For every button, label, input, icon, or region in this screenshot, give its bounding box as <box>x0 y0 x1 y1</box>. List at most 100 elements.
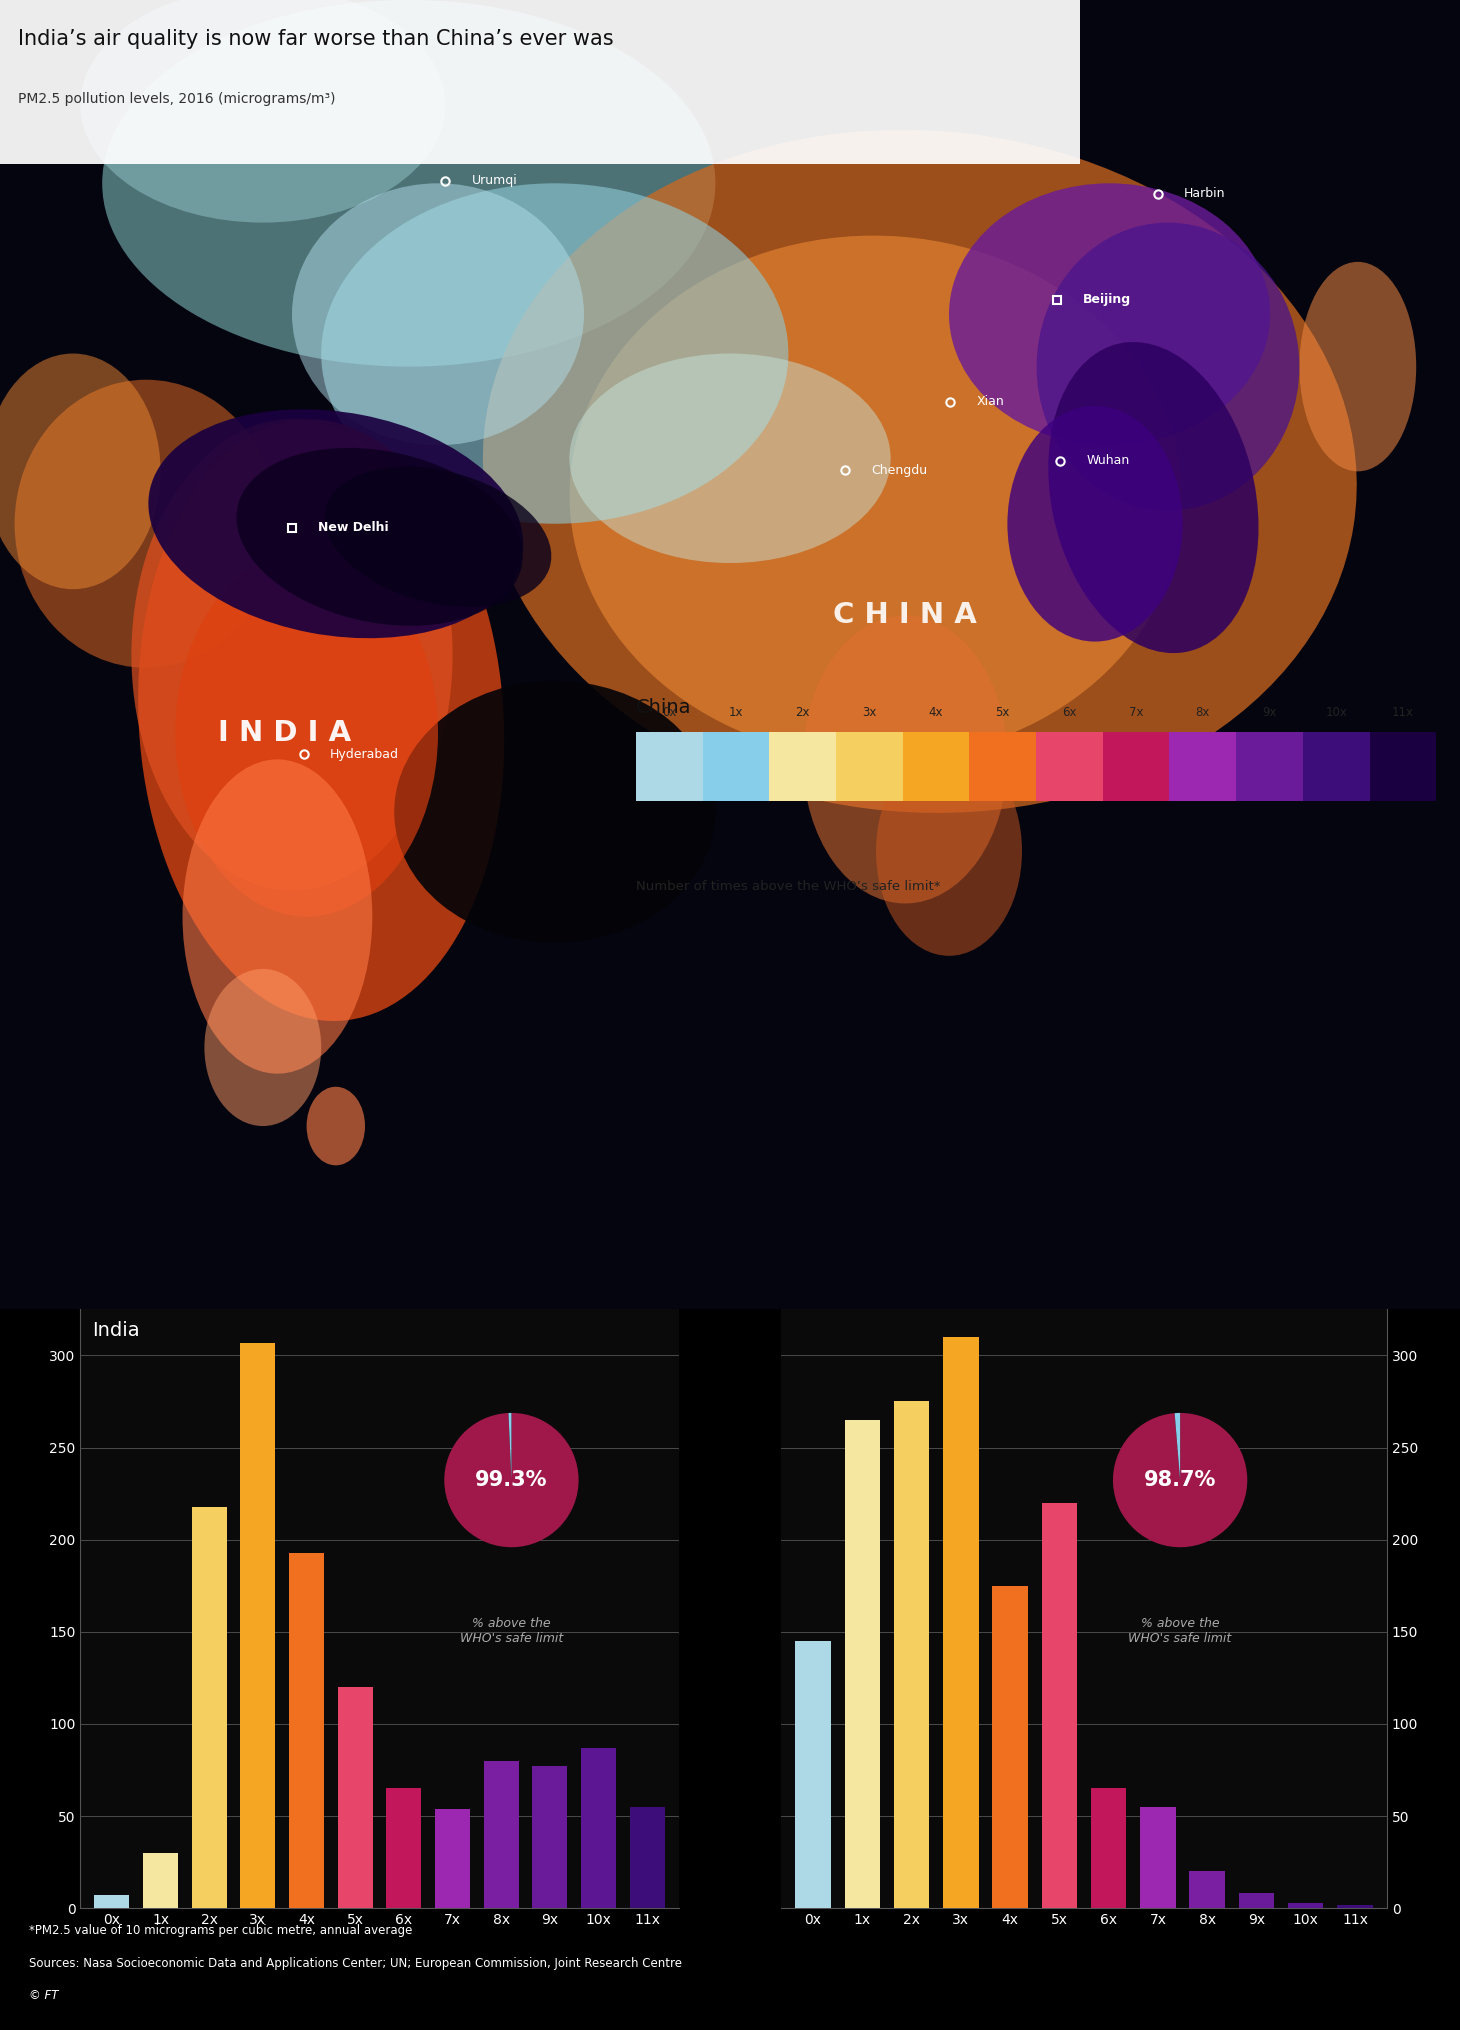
Ellipse shape <box>292 183 584 445</box>
Ellipse shape <box>182 759 372 1074</box>
Ellipse shape <box>1037 223 1299 512</box>
Ellipse shape <box>204 968 321 1127</box>
Text: 10x: 10x <box>1326 706 1348 719</box>
Text: C H I N A: C H I N A <box>834 601 977 629</box>
Bar <box>1102 733 1169 802</box>
Text: Sources: Nasa Socioeconomic Data and Applications Center; UN; European Commissio: Sources: Nasa Socioeconomic Data and App… <box>29 1957 682 1969</box>
Ellipse shape <box>1299 262 1416 471</box>
Text: Xian: Xian <box>977 396 1004 408</box>
Ellipse shape <box>483 130 1356 812</box>
Text: Chengdu: Chengdu <box>872 463 927 477</box>
Bar <box>943 1338 978 1908</box>
Text: 98.7%: 98.7% <box>1145 1470 1216 1490</box>
Bar <box>1238 1894 1275 1908</box>
Bar <box>993 1585 1028 1908</box>
Wedge shape <box>1113 1413 1247 1547</box>
Bar <box>769 733 837 802</box>
Text: © FT: © FT <box>29 1989 58 2002</box>
Ellipse shape <box>15 380 277 668</box>
Wedge shape <box>444 1413 578 1547</box>
Ellipse shape <box>0 353 161 589</box>
Text: 0x: 0x <box>663 706 676 719</box>
Bar <box>902 733 969 802</box>
Ellipse shape <box>307 1086 365 1165</box>
Ellipse shape <box>1048 341 1259 654</box>
Bar <box>1337 1904 1372 1908</box>
Ellipse shape <box>175 550 438 918</box>
Bar <box>1237 733 1302 802</box>
Ellipse shape <box>237 449 523 625</box>
Bar <box>1190 1872 1225 1908</box>
Text: Number of times above the WHO’s safe limit*: Number of times above the WHO’s safe lim… <box>637 881 940 893</box>
Ellipse shape <box>569 353 891 562</box>
Ellipse shape <box>324 467 552 607</box>
Text: Wuhan: Wuhan <box>1086 455 1130 467</box>
Bar <box>241 1342 276 1908</box>
Text: Hyderabad: Hyderabad <box>330 747 399 761</box>
FancyBboxPatch shape <box>0 0 1460 1309</box>
Bar <box>1288 1902 1323 1908</box>
Bar <box>337 1687 372 1908</box>
Ellipse shape <box>1007 406 1183 641</box>
Text: 2x: 2x <box>796 706 810 719</box>
Text: 4x: 4x <box>929 706 943 719</box>
Bar <box>533 1766 568 1908</box>
Bar <box>637 733 702 802</box>
Bar <box>1302 733 1369 802</box>
Bar <box>1037 733 1102 802</box>
Text: 99.3%: 99.3% <box>474 1470 548 1490</box>
Ellipse shape <box>803 615 1007 903</box>
Wedge shape <box>508 1413 511 1480</box>
Bar <box>702 733 769 802</box>
FancyBboxPatch shape <box>0 0 1080 164</box>
Bar <box>1140 1807 1175 1908</box>
Bar <box>796 1640 831 1908</box>
Ellipse shape <box>149 410 523 637</box>
Bar <box>191 1506 226 1908</box>
Ellipse shape <box>876 747 1022 956</box>
Text: % above the
WHO's safe limit: % above the WHO's safe limit <box>1129 1618 1232 1644</box>
Ellipse shape <box>80 0 445 223</box>
Text: PM2.5 pollution levels, 2016 (micrograms/m³): PM2.5 pollution levels, 2016 (micrograms… <box>18 91 334 106</box>
Bar <box>1041 1502 1077 1908</box>
Text: 11x: 11x <box>1391 706 1413 719</box>
Bar <box>581 1748 616 1908</box>
Text: % above the
WHO's safe limit: % above the WHO's safe limit <box>460 1618 564 1644</box>
Text: 7x: 7x <box>1129 706 1143 719</box>
Text: *PM2.5 value of 10 micrograms per cubic metre, annual average: *PM2.5 value of 10 micrograms per cubic … <box>29 1924 413 1937</box>
Text: 1x: 1x <box>729 706 743 719</box>
Bar <box>387 1788 422 1908</box>
Bar <box>1369 733 1437 802</box>
Text: 8x: 8x <box>1196 706 1210 719</box>
Bar <box>483 1760 518 1908</box>
Bar <box>435 1809 470 1908</box>
Wedge shape <box>1175 1413 1180 1480</box>
Text: Urumqi: Urumqi <box>472 175 517 187</box>
Ellipse shape <box>131 418 453 891</box>
Bar <box>1091 1788 1127 1908</box>
Bar <box>289 1553 324 1908</box>
Bar <box>1169 733 1237 802</box>
Bar <box>143 1853 178 1908</box>
Ellipse shape <box>139 420 504 1021</box>
Bar <box>845 1419 880 1908</box>
Text: China: China <box>637 698 692 717</box>
Text: India: India <box>92 1322 140 1340</box>
Bar <box>969 733 1037 802</box>
Text: 6x: 6x <box>1063 706 1076 719</box>
Ellipse shape <box>394 680 715 942</box>
Text: 3x: 3x <box>863 706 876 719</box>
Bar <box>894 1401 930 1908</box>
Text: India’s air quality is now far worse than China’s ever was: India’s air quality is now far worse tha… <box>18 28 613 49</box>
Ellipse shape <box>321 183 788 524</box>
Text: 9x: 9x <box>1263 706 1276 719</box>
Ellipse shape <box>569 235 1183 759</box>
Bar <box>837 733 902 802</box>
Bar <box>95 1896 130 1908</box>
Bar <box>629 1807 664 1908</box>
Text: Beijing: Beijing <box>1083 294 1132 307</box>
Text: 5x: 5x <box>996 706 1010 719</box>
Ellipse shape <box>949 183 1270 445</box>
Ellipse shape <box>102 0 715 367</box>
Text: I N D I A: I N D I A <box>218 719 352 747</box>
